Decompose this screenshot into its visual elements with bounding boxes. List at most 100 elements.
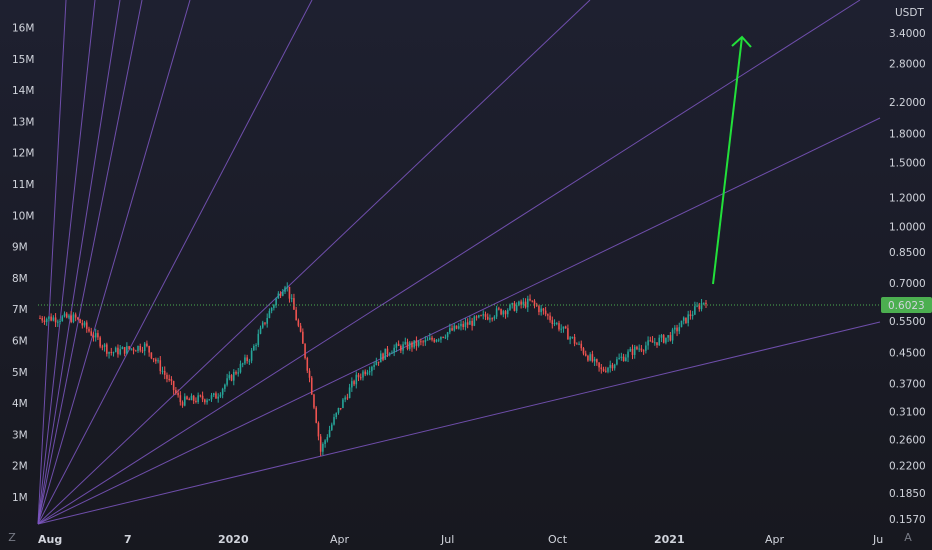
candle-body — [81, 323, 84, 326]
left-axis-tick: 10M — [12, 210, 34, 222]
candle-body — [275, 298, 277, 306]
candle-body — [518, 301, 520, 306]
fan-line[interactable] — [37, 0, 96, 525]
arrow-head[interactable] — [731, 35, 752, 48]
candle-body — [155, 359, 157, 362]
candle-body — [217, 396, 219, 399]
z-icon[interactable]: Z — [8, 531, 16, 544]
candle-body — [560, 328, 563, 330]
right-axis-tick: 2.2000 — [889, 97, 926, 109]
candle-body — [117, 347, 119, 355]
candle-body — [457, 326, 460, 329]
left-axis-tick: 9M — [12, 242, 28, 254]
fan-line[interactable] — [37, 0, 191, 525]
candle-body — [400, 345, 402, 351]
candle-body — [157, 360, 159, 362]
candle-body — [170, 379, 173, 382]
candle-body — [502, 311, 505, 315]
candle-body — [395, 343, 398, 348]
candle-body — [224, 384, 226, 389]
candle-body — [128, 346, 130, 349]
fan-line[interactable] — [37, 0, 67, 525]
right-axis-tick: 0.3700 — [889, 379, 926, 391]
candle-body — [618, 357, 620, 360]
candle-body — [259, 327, 262, 334]
candle-body — [179, 395, 182, 403]
x-axis-tick: Ju — [872, 533, 883, 546]
fan-line[interactable] — [37, 321, 881, 525]
candle-body — [669, 335, 672, 341]
candle-body — [444, 337, 447, 339]
candle-body — [420, 341, 422, 343]
candle-body — [408, 342, 411, 349]
candle-body — [219, 394, 222, 397]
candle-body — [215, 393, 217, 399]
candle-body — [61, 316, 64, 322]
left-axis-tick: 7M — [12, 304, 28, 316]
candle-body — [611, 364, 614, 369]
candle-body — [482, 314, 485, 316]
candle-body — [388, 353, 391, 355]
projection-arrow[interactable] — [712, 35, 752, 285]
candle-body — [264, 322, 266, 324]
candle-body — [702, 302, 705, 304]
candle-body — [413, 340, 416, 348]
gann-fan[interactable] — [37, 0, 881, 525]
candle-body — [696, 305, 698, 307]
fan-line[interactable] — [37, 0, 861, 525]
candle-body — [562, 326, 565, 329]
candle-body — [146, 343, 148, 347]
candle-body — [250, 350, 253, 361]
candle-body — [645, 345, 647, 351]
a-icon[interactable]: A — [904, 531, 912, 544]
candle-body — [500, 309, 502, 315]
right-axis-tick: 0.8500 — [889, 247, 926, 259]
candle-body — [161, 370, 164, 372]
candle-body — [613, 364, 616, 369]
candle-body — [676, 327, 678, 332]
left-axis-tick: 2M — [12, 461, 28, 473]
candle-body — [77, 317, 79, 320]
candle-body — [206, 400, 208, 403]
fan-line[interactable] — [37, 0, 121, 525]
left-axis-tick: 1M — [12, 492, 28, 504]
fan-line[interactable] — [37, 0, 591, 525]
right-axis-tick: 0.2200 — [889, 461, 926, 473]
candle-body — [366, 372, 369, 375]
candle-body — [168, 378, 170, 380]
fan-line[interactable] — [37, 0, 143, 525]
candle-body — [313, 394, 315, 408]
arrow-shaft[interactable] — [712, 36, 743, 285]
candle-body — [141, 350, 144, 352]
right-axis-tick: 0.2600 — [889, 434, 926, 446]
candle-body — [638, 348, 640, 350]
candle-body — [108, 351, 110, 354]
candle-body — [239, 363, 242, 373]
candle-body — [188, 399, 191, 401]
candle-body — [538, 306, 540, 313]
candle-body — [540, 308, 542, 313]
candle-body — [542, 308, 545, 311]
candle-body — [293, 298, 295, 310]
candle-body — [426, 339, 429, 341]
fan-line[interactable] — [37, 117, 881, 525]
candle-body — [299, 325, 302, 332]
candle-body — [464, 322, 467, 328]
candle-body — [533, 300, 536, 305]
candle-body — [453, 325, 456, 331]
candle-body — [515, 305, 518, 311]
candle-body — [319, 436, 322, 452]
candle-body — [506, 310, 509, 315]
candle-body — [489, 318, 491, 320]
candle-body — [607, 367, 609, 372]
candle-body — [415, 340, 418, 346]
candle-body — [593, 359, 596, 362]
right-axis-tick: 1.8000 — [889, 129, 926, 141]
candle-body — [130, 348, 133, 350]
candle-body — [509, 304, 511, 311]
fan-line[interactable] — [37, 0, 313, 525]
candle-body — [687, 314, 689, 324]
candle-body — [348, 387, 351, 399]
